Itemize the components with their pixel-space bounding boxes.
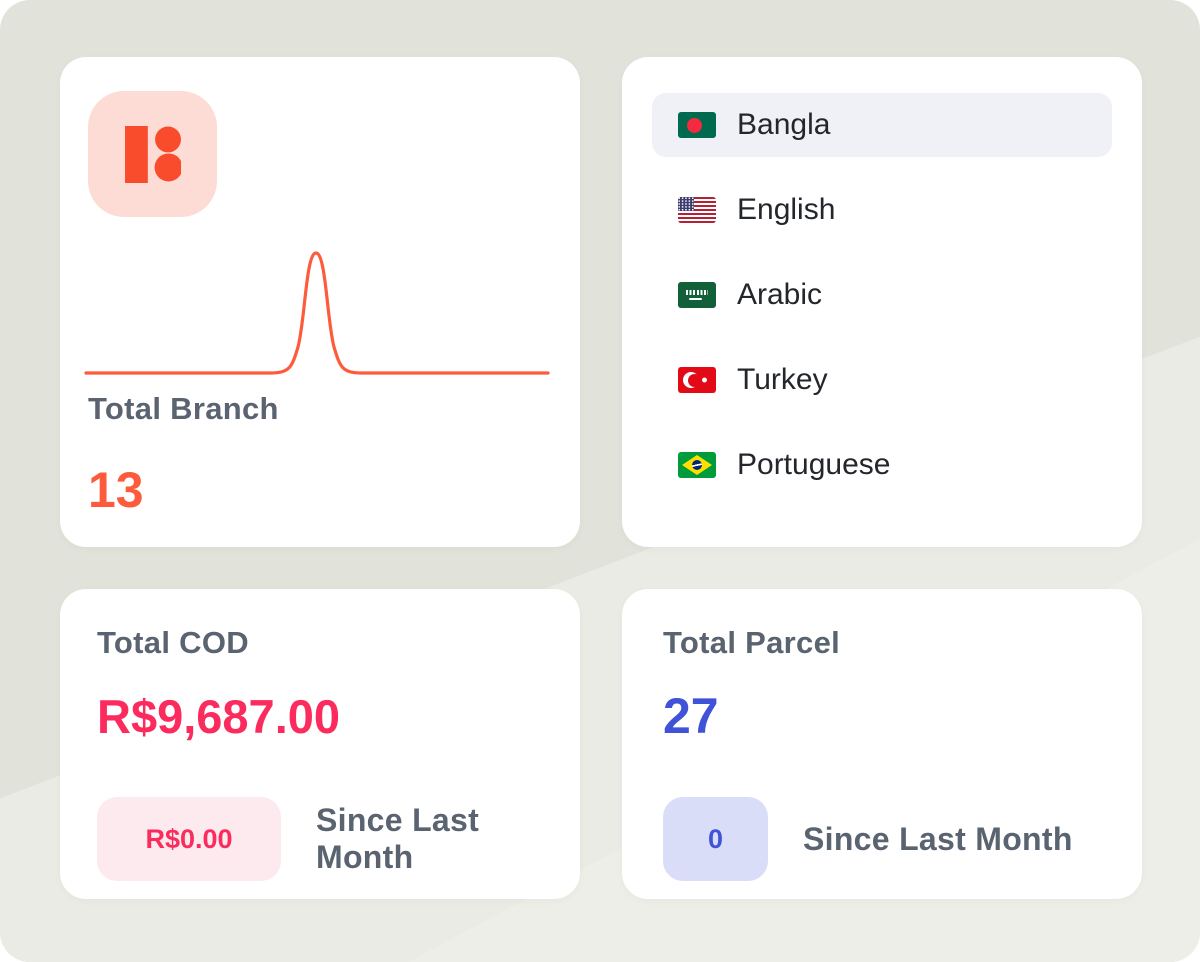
parcel-card-label: Total Parcel bbox=[663, 625, 841, 660]
bangladesh-flag-icon bbox=[678, 112, 716, 138]
usa-flag-icon bbox=[678, 197, 716, 223]
language-list: Bangla English Arabic Turkey Portuguese bbox=[652, 93, 1112, 518]
language-item-bangla[interactable]: Bangla bbox=[652, 93, 1112, 157]
language-item-label: Bangla bbox=[737, 108, 831, 141]
brazil-flag-icon bbox=[678, 452, 716, 478]
parcel-caption: Since Last Month bbox=[803, 820, 1073, 857]
language-item-english[interactable]: English bbox=[652, 178, 1112, 242]
cod-card-label: Total COD bbox=[97, 625, 249, 660]
total-cod-card: Total COD R$9,687.00 R$0.00 Since Last M… bbox=[60, 589, 580, 899]
language-item-label: English bbox=[737, 193, 836, 226]
saudi-arabia-flag-icon bbox=[678, 282, 716, 308]
branch-sparkline-chart bbox=[84, 251, 550, 375]
parcel-card-value: 27 bbox=[663, 688, 719, 744]
total-parcel-card: Total Parcel 27 0 Since Last Month bbox=[622, 589, 1142, 899]
parcel-delta-badge: 0 bbox=[663, 797, 768, 881]
total-branch-card: Total Branch 13 bbox=[60, 57, 580, 547]
cod-caption: Since Last Month bbox=[316, 802, 480, 875]
language-item-label: Turkey bbox=[737, 363, 828, 396]
language-item-portuguese[interactable]: Portuguese bbox=[652, 433, 1112, 497]
language-item-arabic[interactable]: Arabic bbox=[652, 263, 1112, 327]
turkey-flag-icon bbox=[678, 367, 716, 393]
brand-logo-icon bbox=[88, 91, 217, 217]
language-item-turkey[interactable]: Turkey bbox=[652, 348, 1112, 412]
language-item-label: Arabic bbox=[737, 278, 823, 311]
language-selector-card: Bangla English Arabic Turkey Portuguese bbox=[622, 57, 1142, 547]
cod-delta-badge: R$0.00 bbox=[97, 797, 281, 881]
language-item-label: Portuguese bbox=[737, 448, 891, 481]
branch-card-label: Total Branch bbox=[88, 391, 279, 426]
branch-card-value: 13 bbox=[88, 462, 144, 518]
cod-card-value: R$9,687.00 bbox=[97, 690, 341, 743]
